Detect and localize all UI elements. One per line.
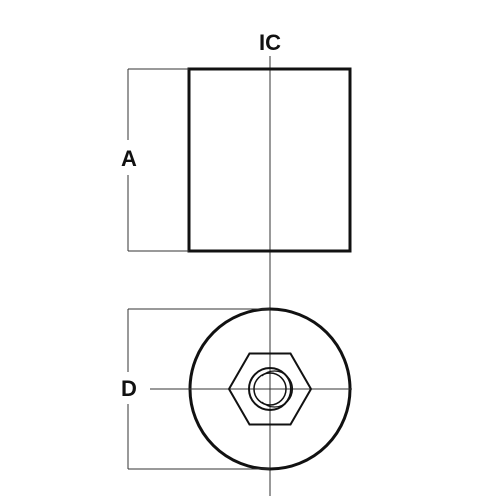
thread-inner-circle — [253, 372, 287, 406]
side-view-body — [187, 67, 352, 253]
thread-outer-circle — [248, 367, 292, 411]
dimension-label-a: A — [121, 146, 137, 171]
hex-nut — [227, 352, 313, 426]
thread-spiral — [261, 370, 294, 408]
center-line-label: IC — [259, 30, 281, 55]
dimension-label-d: D — [121, 376, 137, 401]
